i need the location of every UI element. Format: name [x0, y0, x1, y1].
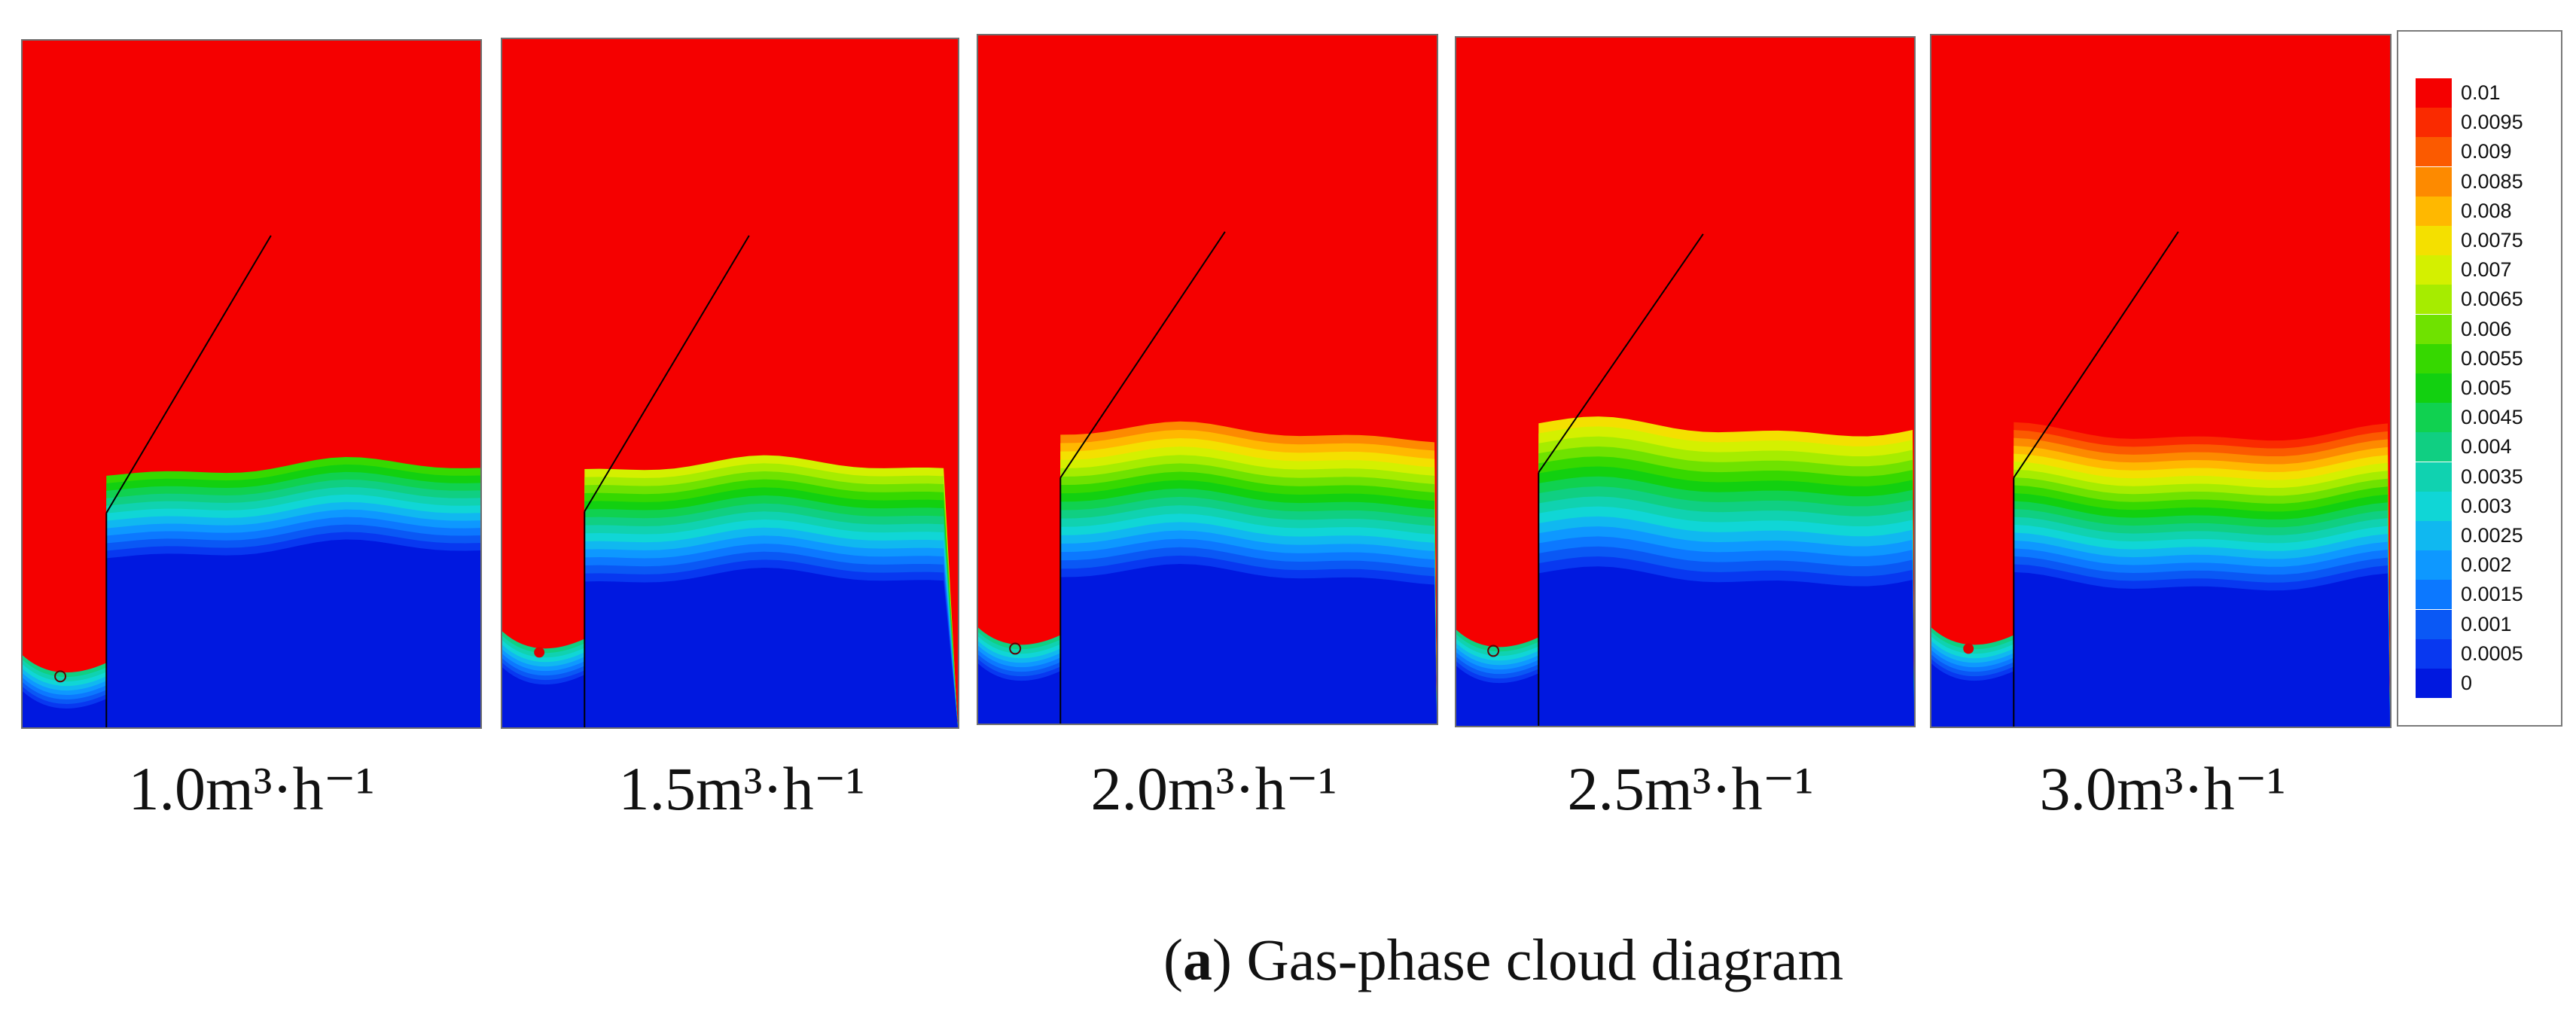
inlet-marker — [534, 647, 545, 658]
colorbar-swatch — [2416, 491, 2452, 521]
colorbar-swatch — [2416, 609, 2452, 639]
colorbar-tick-label: 0.0095 — [2461, 111, 2523, 134]
colorbar-tick-label: 0.0065 — [2461, 288, 2523, 311]
inlet-contour-band — [502, 667, 585, 727]
flow-rate-label-3: 2.0m³·h⁻¹ — [1090, 754, 1337, 823]
colorbar-swatch — [2416, 343, 2452, 373]
colorbar-swatch — [2416, 462, 2452, 492]
inlet-marker — [1009, 642, 1022, 655]
contour-panel-1 — [21, 39, 482, 729]
colorbar-swatch — [2416, 314, 2452, 344]
inlet-marker — [1487, 645, 1500, 657]
colorbar-tick-label: 0.008 — [2461, 199, 2512, 222]
colorbar-swatch — [2416, 669, 2452, 698]
contour-panel-4 — [1455, 36, 1916, 727]
figure-caption: (a) Gas-phase cloud diagram — [1163, 927, 1844, 992]
colorbar-swatch — [2416, 196, 2452, 226]
colorbar-tick-label: 0.006 — [2461, 317, 2512, 340]
inlet-contour-band — [1931, 663, 2014, 727]
colorbar-swatch — [2416, 580, 2452, 610]
colorbar-tick-label: 0.003 — [2461, 494, 2512, 517]
caption-letter: a — [1182, 927, 1212, 992]
contour-band — [106, 539, 480, 727]
colorbar-tick-label: 0.0015 — [2461, 583, 2523, 606]
flow-rate-label-4: 2.5m³·h⁻¹ — [1567, 754, 1814, 823]
colorbar-swatch — [2416, 432, 2452, 462]
colorbar-swatch — [2416, 137, 2452, 167]
flow-rate-label-5: 3.0m³·h⁻¹ — [2039, 754, 2286, 823]
colorbar-tick-label: 0.0045 — [2461, 406, 2523, 429]
colorbar-tick-label: 0.007 — [2461, 258, 2512, 282]
contour-band — [2014, 571, 2390, 727]
colorbar-tick-label: 0.0085 — [2461, 169, 2523, 193]
inlet-marker — [1963, 643, 1974, 654]
colorbar-tick-label: 0.0075 — [2461, 229, 2523, 251]
colorbar-tick-label: 0.001 — [2461, 612, 2512, 635]
colorbar-swatch — [2416, 638, 2452, 669]
baffle-line — [1538, 233, 1704, 474]
contour-band — [1060, 563, 1437, 724]
baffle-line — [1059, 231, 1226, 478]
inlet-contour-band — [1456, 666, 1539, 726]
contour-band — [1538, 566, 1914, 726]
colorbar-tick-label: 0.005 — [2461, 376, 2512, 399]
colorbar-tick-label: 0 — [2461, 672, 2473, 694]
colorbar-tick-label: 0.0035 — [2461, 465, 2523, 488]
caption-text: Gas-phase cloud diagram — [1231, 927, 1844, 992]
contour-panel-5 — [1930, 34, 2392, 728]
contour-panel-2 — [501, 38, 959, 729]
colorbar-tick-label: 0.004 — [2461, 435, 2512, 459]
colorbar-swatch — [2416, 108, 2452, 138]
flow-rate-label-2: 1.5m³·h⁻¹ — [618, 754, 865, 823]
colorbar-tick-label: 0.0055 — [2461, 346, 2523, 370]
inlet-contour-band — [978, 663, 1061, 724]
colorbar-tick-label: 0.0005 — [2461, 641, 2523, 665]
inlet-marker — [54, 670, 67, 683]
colorbar-tick-label: 0.009 — [2461, 140, 2512, 163]
baffle-line — [584, 235, 750, 512]
colorbar-tick-label: 0.002 — [2461, 553, 2512, 577]
contour-panel-3 — [977, 34, 1438, 725]
baffle-line — [2013, 231, 2179, 478]
baffle-line — [105, 235, 272, 514]
colorbar-tick-label: 0.01 — [2461, 81, 2501, 104]
inlet-contour-band — [23, 691, 107, 727]
colorbar-swatch — [2416, 255, 2452, 285]
colorbar-tick-label: 0.0025 — [2461, 524, 2523, 547]
colorbar-swatch — [2416, 78, 2452, 108]
flow-rate-label-1: 1.0m³·h⁻¹ — [128, 754, 375, 823]
colorbar-swatch — [2416, 550, 2452, 581]
colorbar-swatch — [2416, 403, 2452, 433]
contour-band — [584, 567, 958, 727]
colorbar-swatch — [2416, 285, 2452, 315]
colorbar-swatch — [2416, 373, 2452, 403]
colorbar-swatch — [2416, 226, 2452, 255]
colorbar-swatch — [2416, 521, 2452, 550]
colorbar-swatch — [2416, 166, 2452, 197]
